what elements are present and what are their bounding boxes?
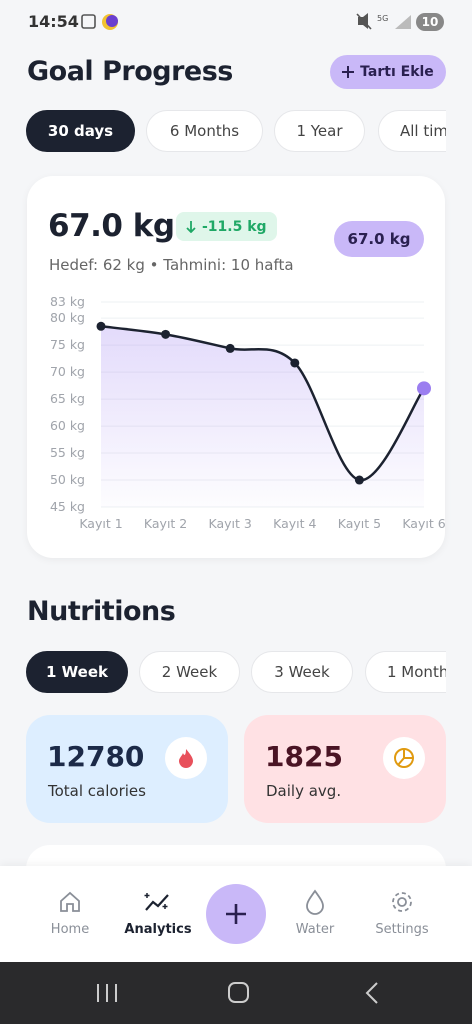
page-title: Goal Progress bbox=[27, 56, 233, 87]
tab[interactable]: 2 Week bbox=[139, 651, 240, 693]
x-tick-label: Kayıt 5 bbox=[338, 516, 381, 531]
point bbox=[161, 329, 171, 339]
tab[interactable]: 30 days bbox=[26, 110, 135, 152]
goal-subtitle: Hedef: 62 kg • Tahmini: 10 hafta bbox=[49, 256, 294, 274]
down-arrow bbox=[186, 220, 196, 233]
x-tick-label: Kayıt 1 bbox=[79, 516, 122, 531]
tab[interactable]: 1 Month bbox=[365, 651, 446, 693]
highlight-point bbox=[417, 381, 431, 396]
change-value: -11.5 kg bbox=[202, 218, 267, 235]
point bbox=[96, 321, 106, 331]
plus-icon bbox=[342, 66, 355, 78]
y-tick-label: 50 kg bbox=[50, 472, 85, 487]
y-tick-label: 60 kg bbox=[50, 418, 85, 433]
pie-icon bbox=[383, 737, 425, 779]
x-tick-label: Kayıt 2 bbox=[144, 516, 187, 531]
analytics-icon bbox=[144, 893, 169, 911]
signal-icons: 5G bbox=[356, 13, 411, 30]
home-icon bbox=[60, 891, 80, 912]
nav-label[interactable]: Settings bbox=[375, 922, 429, 937]
tab[interactable]: 1 Year bbox=[274, 110, 365, 152]
stat-label: Total calories bbox=[48, 782, 146, 800]
stat-value: 1825 bbox=[265, 740, 343, 773]
line-area bbox=[101, 326, 424, 507]
time: 14:54 bbox=[28, 12, 79, 31]
weight-pill: 67.0 kg bbox=[334, 221, 424, 257]
weight-chart: 45 kg 50 kg 55 kg 60 kg 65 kg 70 kg 75 kg 80 kg… bbox=[50, 294, 445, 531]
tab[interactable]: All time bbox=[378, 110, 446, 152]
y-tick-label: 80 kg bbox=[50, 310, 85, 325]
y-tick-label: 83 kg bbox=[50, 294, 85, 309]
nav-label[interactable]: Home bbox=[50, 922, 90, 937]
x-tick-label: Kayıt 6 bbox=[402, 516, 445, 531]
battery: 10 bbox=[416, 13, 444, 31]
point bbox=[225, 343, 235, 353]
stat-label: Daily avg. bbox=[266, 782, 342, 800]
x-tick-label: Kayıt 4 bbox=[273, 516, 316, 531]
y-tick-label: 65 kg bbox=[50, 391, 85, 406]
add-button[interactable] bbox=[206, 884, 266, 944]
water-icon bbox=[306, 889, 324, 915]
status-icons bbox=[81, 14, 118, 30]
nav-label[interactable]: Analytics bbox=[124, 922, 192, 937]
tab[interactable]: 1 Week bbox=[26, 651, 128, 693]
add-weight-button[interactable]: Tartı Ekle bbox=[330, 55, 446, 89]
y-tick-label: 75 kg bbox=[50, 337, 85, 352]
y-tick-label: 55 kg bbox=[50, 445, 85, 460]
point bbox=[354, 475, 364, 485]
change-badge: -11.5 kg bbox=[176, 212, 277, 241]
point bbox=[290, 358, 300, 368]
tab[interactable]: 6 Months bbox=[146, 110, 263, 152]
settings-icon bbox=[392, 892, 412, 912]
current-weight: 67.0 kg bbox=[48, 208, 175, 244]
system-nav bbox=[0, 962, 472, 1024]
stat-value: 12780 bbox=[47, 740, 145, 773]
y-tick-label: 45 kg bbox=[50, 499, 85, 514]
nutrition-tabs: 1 Week 2 Week 3 Week 1 Month bbox=[0, 651, 446, 695]
system-nav-icons bbox=[97, 982, 378, 1004]
svg-text:5G: 5G bbox=[377, 14, 388, 23]
x-tick-label: Kayıt 3 bbox=[209, 516, 252, 531]
section-title: Nutritions bbox=[27, 596, 176, 627]
y-tick-label: 70 kg bbox=[50, 364, 85, 379]
nav-label[interactable]: Water bbox=[295, 922, 335, 937]
flame-icon bbox=[165, 737, 207, 779]
tab[interactable]: 3 Week bbox=[251, 651, 353, 693]
button-label: Tartı Ekle bbox=[360, 64, 434, 80]
period-tabs: 30 days 6 Months 1 Year All time bbox=[0, 110, 446, 154]
